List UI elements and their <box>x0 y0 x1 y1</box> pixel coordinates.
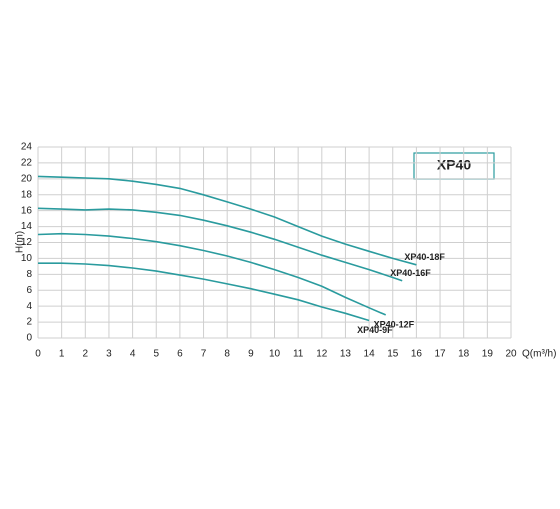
y-tick-label: 8 <box>26 269 32 280</box>
y-tick-label: 10 <box>21 253 33 264</box>
series-label: XP40-9F <box>357 325 393 335</box>
x-tick-label: 12 <box>316 349 328 360</box>
x-tick-label: 6 <box>177 349 183 360</box>
y-tick-label: 16 <box>21 205 33 216</box>
x-axis-label: Q(m³/h) <box>522 349 556 360</box>
y-axis-label: H(m) <box>15 231 26 253</box>
chart-title: XP40 <box>437 157 471 173</box>
y-tick-label: 14 <box>21 221 33 232</box>
x-tick-label: 8 <box>224 349 230 360</box>
x-tick-label: 10 <box>269 349 281 360</box>
x-tick-label: 0 <box>35 349 41 360</box>
y-tick-label: 2 <box>26 317 32 328</box>
x-tick-label: 1 <box>59 349 65 360</box>
series-line <box>37 207 403 282</box>
y-tick-label: 6 <box>26 285 32 296</box>
x-tick-label: 4 <box>130 349 136 360</box>
x-tick-label: 19 <box>482 349 494 360</box>
x-tick-label: 5 <box>153 349 159 360</box>
x-tick-label: 3 <box>106 349 112 360</box>
series-line <box>37 232 387 316</box>
series-label: XP40-18F <box>404 252 445 262</box>
series-line <box>37 175 417 266</box>
y-tick-label: 0 <box>26 333 32 344</box>
x-tick-label: 18 <box>458 349 470 360</box>
x-tick-label: 15 <box>387 349 399 360</box>
x-tick-label: 14 <box>364 349 376 360</box>
x-tick-label: 9 <box>248 349 254 360</box>
series-label: XP40-16F <box>390 268 431 278</box>
title-box <box>413 152 495 180</box>
series-line <box>38 262 370 322</box>
x-tick-label: 16 <box>411 349 423 360</box>
x-tick-label: 17 <box>434 349 446 360</box>
y-tick-label: 12 <box>21 237 33 248</box>
x-tick-label: 20 <box>505 349 517 360</box>
x-tick-label: 11 <box>293 349 304 360</box>
y-tick-label: 4 <box>26 301 32 312</box>
x-tick-label: 13 <box>340 349 352 360</box>
series-label: XP40-12F <box>374 319 415 329</box>
y-tick-label: 24 <box>21 142 33 153</box>
x-tick-label: 2 <box>83 349 89 360</box>
y-tick-label: 22 <box>21 158 33 169</box>
y-tick-label: 18 <box>21 189 33 200</box>
x-tick-label: 7 <box>201 349 207 360</box>
y-tick-label: 20 <box>21 173 33 184</box>
